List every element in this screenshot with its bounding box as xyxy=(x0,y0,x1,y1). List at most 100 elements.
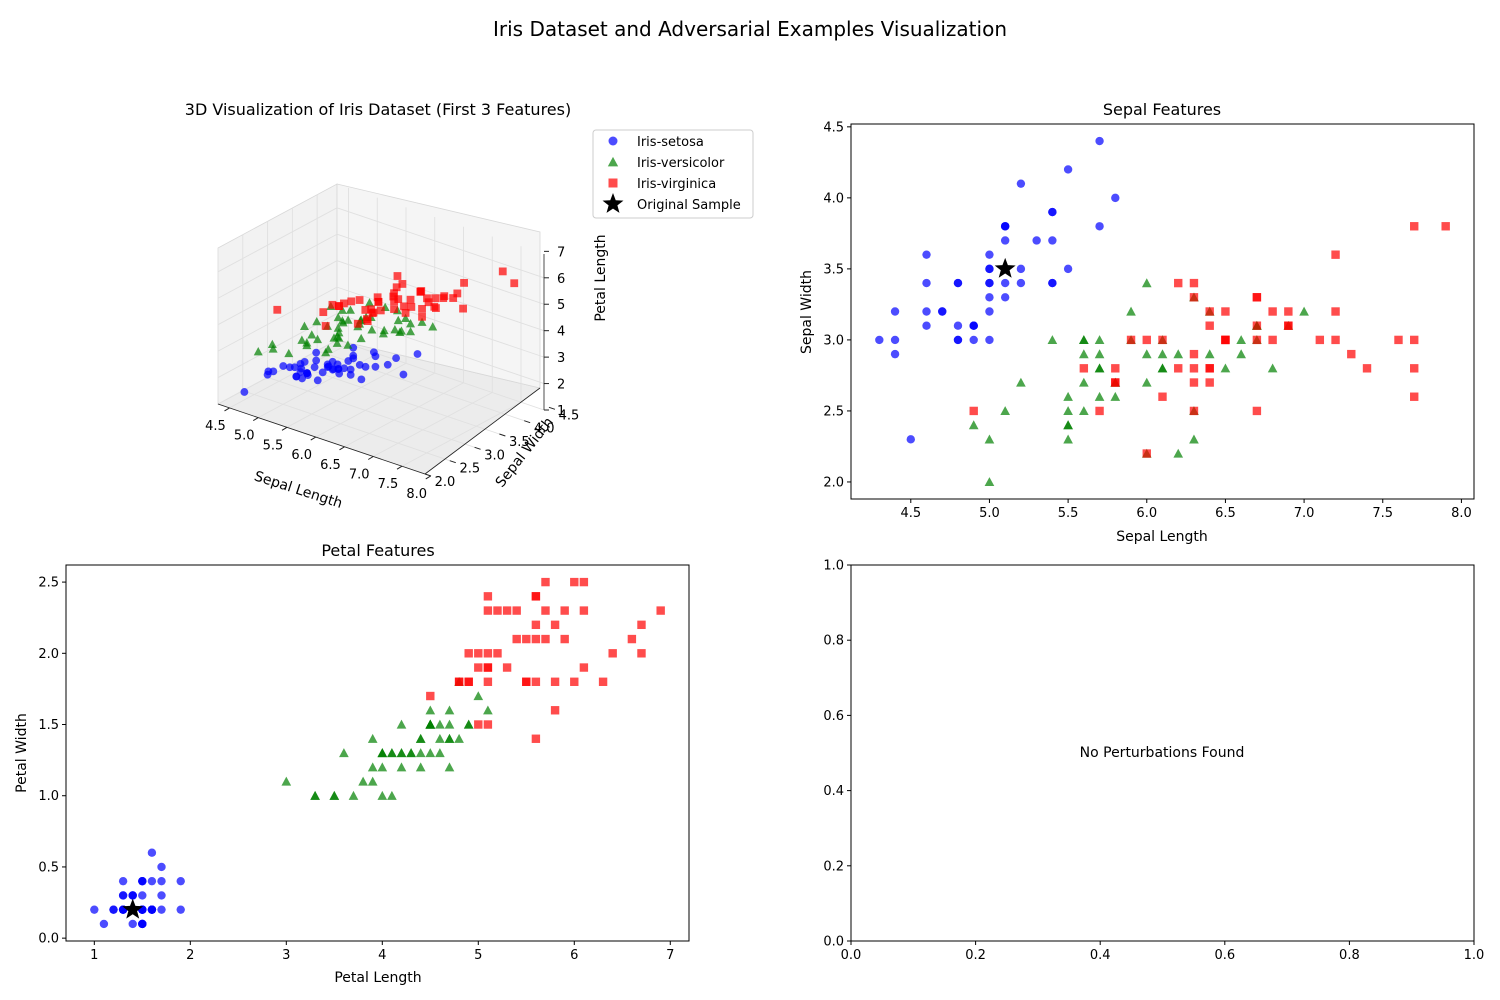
petal-point-virginica xyxy=(579,663,589,672)
petal-point-setosa xyxy=(157,905,166,914)
petal-xtick-label: 7 xyxy=(666,948,674,963)
sepal-point-setosa xyxy=(1095,136,1104,146)
petal-point-setosa xyxy=(128,919,137,929)
3d-point-virginica xyxy=(398,280,407,288)
3d-point-versicolor xyxy=(268,344,278,353)
sepal-point-virginica xyxy=(1205,321,1214,330)
3d-point-virginica xyxy=(431,294,440,303)
3d-point-setosa xyxy=(346,370,355,379)
3d-point-virginica xyxy=(335,302,343,310)
sepal-point-setosa xyxy=(1048,278,1057,288)
sepal-point-versicolor xyxy=(1079,349,1089,359)
petal-point-virginica xyxy=(550,706,560,715)
petal-point-virginica xyxy=(522,634,531,644)
3d-point-versicolor xyxy=(345,305,355,314)
panel-3d: 3D Visualization of Iris Dataset (First … xyxy=(185,100,609,512)
grid-left-z xyxy=(217,207,338,273)
sepal-point-versicolor xyxy=(1079,377,1089,387)
3d-point-versicolor xyxy=(253,347,263,356)
petal-point-setosa xyxy=(147,848,157,857)
sepal-point-virginica xyxy=(1205,364,1214,373)
3d-point-versicolor xyxy=(313,334,323,344)
petal-point-virginica xyxy=(426,691,435,701)
petal-point-versicolor xyxy=(483,705,493,715)
3d-ytick xyxy=(524,420,531,424)
sepal-point-setosa xyxy=(985,264,994,274)
sepal-xtick-label: 8.0 xyxy=(1451,506,1472,521)
sepal-point-setosa xyxy=(1000,293,1010,302)
grid-back-z xyxy=(336,286,545,358)
sepal-point-setosa xyxy=(1016,278,1026,288)
sepal-point-versicolor xyxy=(1079,335,1089,345)
3d-xtick-label: 7.5 xyxy=(378,477,399,492)
3d-xtick xyxy=(367,456,374,460)
sepal-point-setosa xyxy=(922,321,931,330)
3d-point-virginica xyxy=(406,295,415,304)
sepal-point-virginica xyxy=(1268,307,1277,316)
3d-xtick xyxy=(252,417,259,422)
sepal-point-virginica xyxy=(1205,307,1214,316)
3d-point-virginica xyxy=(460,278,468,287)
sepal-point-setosa xyxy=(875,335,884,345)
3d-point-virginica xyxy=(424,298,433,307)
3d-point-setosa xyxy=(399,370,408,379)
sepal-point-virginica xyxy=(1410,222,1419,231)
petal-point-setosa xyxy=(157,876,166,886)
petal-point-virginica xyxy=(512,634,521,644)
sepal-ytick-label: 2.0 xyxy=(823,475,844,490)
legend-label: Original Sample xyxy=(637,198,741,213)
3d-ztick-label: 5 xyxy=(557,298,565,313)
petal-point-virginica xyxy=(608,649,617,658)
3d-point-setosa xyxy=(303,369,311,378)
3d-ytick xyxy=(548,406,556,410)
petal-point-setosa xyxy=(176,905,185,914)
petal-point-versicolor xyxy=(329,790,340,800)
3d-point-setosa xyxy=(328,357,337,366)
3d-point-versicolor xyxy=(406,319,416,328)
petal-point-virginica xyxy=(493,606,502,615)
sepal-point-setosa xyxy=(1048,207,1057,217)
petal-point-versicolor xyxy=(406,748,416,758)
petal-point-setosa xyxy=(138,919,147,929)
sepal-point-setosa xyxy=(1000,236,1010,245)
sepal-point-setosa xyxy=(1016,264,1026,274)
sepal-point-versicolor xyxy=(1079,406,1089,416)
sepal-point-setosa xyxy=(890,307,900,316)
perturbation-frame xyxy=(850,564,1475,942)
sepal-point-virginica xyxy=(1268,335,1277,345)
3d-ytick-label: 4.0 xyxy=(534,422,555,437)
petal-point-virginica xyxy=(464,649,473,658)
grid-floor-y xyxy=(292,363,500,435)
sepal-ytick-label: 2.5 xyxy=(823,404,844,419)
no-perturbations-annotation: No Perturbations Found xyxy=(1080,745,1245,761)
3d-point-versicolor xyxy=(338,318,348,327)
panel-sepal-title: Sepal Features xyxy=(1103,100,1221,119)
petal-point-versicolor xyxy=(377,762,388,772)
perturbation-ytick-label: 0.8 xyxy=(823,634,844,649)
grid-back-z xyxy=(336,207,545,279)
3d-point-virginica xyxy=(400,302,408,311)
petal-point-virginica xyxy=(579,606,589,615)
perturbation-xtick-label: 0.2 xyxy=(965,948,986,963)
sepal-point-virginica xyxy=(1410,392,1419,401)
sepal-xtick-label: 7.0 xyxy=(1294,506,1315,521)
sepal-point-versicolor xyxy=(1299,306,1309,316)
sepal-point-virginica xyxy=(969,406,978,416)
3d-xtick-label: 5.5 xyxy=(263,438,284,453)
petal-xtick-label: 1 xyxy=(90,948,98,963)
petal-point-versicolor xyxy=(425,719,436,729)
sepal-point-setosa xyxy=(985,293,994,302)
legend-marker-square xyxy=(608,178,618,188)
3d-point-versicolor xyxy=(299,321,309,330)
3d-ztick-label: 7 xyxy=(557,245,565,260)
3d-point-virginica xyxy=(393,272,402,280)
3d-point-versicolor xyxy=(390,325,400,334)
3d-point-virginica xyxy=(432,304,440,312)
petal-point-virginica xyxy=(541,577,550,587)
axis-3d-y xyxy=(424,387,541,475)
sepal-point-virginica xyxy=(1174,364,1183,373)
3d-point-virginica xyxy=(374,297,383,306)
sepal-point-virginica xyxy=(1189,378,1199,387)
sepal-point-virginica xyxy=(1079,364,1089,373)
petal-point-versicolor xyxy=(435,733,445,743)
